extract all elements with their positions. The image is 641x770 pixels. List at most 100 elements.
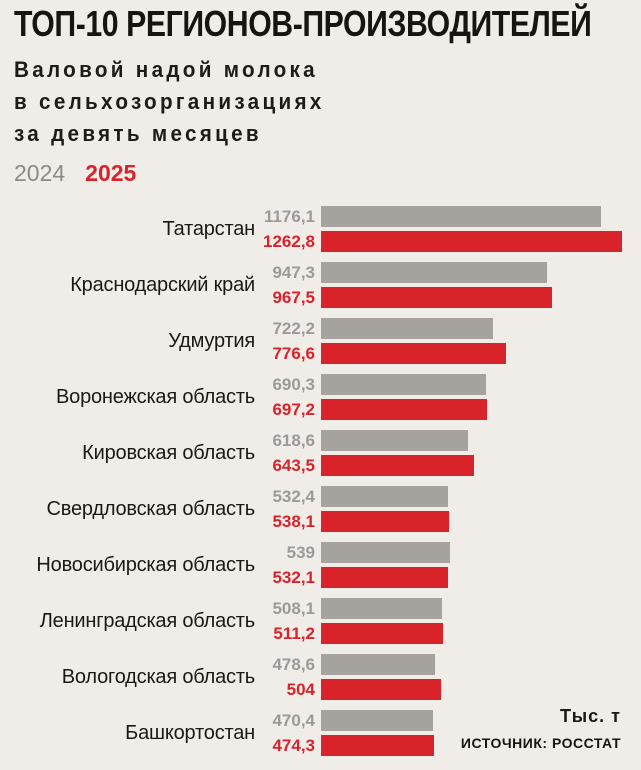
- bar-lines: 722,2 776,6: [255, 318, 641, 364]
- bar-line-2024: 539: [255, 542, 641, 563]
- value-2025: 504: [286, 680, 315, 699]
- value-2024: 618,6: [272, 431, 315, 450]
- bar-lines: 539 532,1: [255, 542, 641, 588]
- bar-2025: [321, 231, 622, 252]
- bar-line-2025: 532,1: [255, 567, 641, 588]
- bar-2025: [321, 287, 552, 308]
- bar-2024: [321, 374, 486, 395]
- value-2025: 967,5: [272, 288, 315, 307]
- bar-group: Свердловская область 532,4 538,1: [0, 486, 641, 532]
- region-label: Краснодарский край: [70, 273, 255, 296]
- bar-line-2025: 1262,8: [255, 231, 641, 252]
- value-2024: 1176,1: [263, 207, 315, 226]
- value-2024: 478,6: [272, 655, 315, 674]
- region-label: Свердловская область: [46, 497, 256, 520]
- bar-2024: [321, 486, 448, 507]
- value-2025: 643,5: [272, 456, 315, 475]
- value-2024: 539: [286, 543, 315, 562]
- bar-2024: [321, 710, 434, 731]
- bar-lines: 508,1 511,2: [255, 598, 641, 644]
- bar-2024: [321, 598, 443, 619]
- value-2024: 722,2: [272, 319, 315, 338]
- bar-line-2025: 697,2: [255, 399, 641, 420]
- page-title: ТОП-10 РЕГИОНОВ-ПРОИЗВОДИТЕЛЕЙ: [14, 3, 592, 44]
- bar-group: Татарстан 1176,1 1262,8: [0, 206, 641, 252]
- bar-group: Вологодская область 478,6 504: [0, 654, 641, 700]
- bar-2024: [321, 262, 547, 283]
- bar-2024: [321, 206, 602, 227]
- value-2025: 474,3: [272, 736, 315, 755]
- subtitle-line-3: за девять месяцев: [14, 121, 262, 146]
- bar-2024: [321, 654, 436, 675]
- region-label: Удмуртия: [168, 329, 255, 352]
- value-2025: 511,2: [273, 624, 315, 643]
- region-label: Вологодская область: [61, 665, 255, 688]
- bar-line-2024: 722,2: [255, 318, 641, 339]
- bar-line-2024: 478,6: [255, 654, 641, 675]
- value-2025: 1262,8: [263, 232, 315, 251]
- value-2025: 532,1: [272, 568, 315, 587]
- region-label: Ленинградская область: [39, 609, 255, 632]
- legend-item-2024: 2024: [14, 160, 66, 186]
- bar-line-2025: 504: [255, 679, 641, 700]
- bar-group: Кировская область 618,6 643,5: [0, 430, 641, 476]
- bar-line-2025: 511,2: [255, 623, 641, 644]
- bar-line-2025: 643,5: [255, 455, 641, 476]
- bar-group: Башкортостан 470,4 474,3: [0, 710, 641, 756]
- region-label: Кировская область: [82, 441, 255, 464]
- bar-2024: [321, 318, 494, 339]
- region-label: Новосибирская область: [36, 553, 255, 576]
- subtitle-line-2: в сельхозорганизациях: [14, 89, 325, 114]
- value-2024: 508,1: [272, 599, 315, 618]
- bar-line-2024: 947,3: [255, 262, 641, 283]
- bar-2025: [321, 679, 442, 700]
- source-label: ИСТОЧНИК: РОССТАТ: [460, 735, 621, 751]
- bar-2025: [321, 455, 475, 476]
- value-2024: 532,4: [272, 487, 315, 506]
- bar-2024: [321, 430, 469, 451]
- bar-line-2024: 618,6: [255, 430, 641, 451]
- bar-line-2024: 508,1: [255, 598, 641, 619]
- bar-chart: Татарстан 1176,1 1262,8 Краснодарский кр…: [0, 206, 641, 766]
- bar-2025: [321, 735, 435, 756]
- bar-lines: 478,6 504: [255, 654, 641, 700]
- bar-lines: 470,4 474,3: [255, 710, 641, 756]
- bar-2025: [321, 511, 450, 532]
- bar-2025: [321, 399, 488, 420]
- bar-lines: 690,3 697,2: [255, 374, 641, 420]
- bar-group: Ленинградская область 508,1 511,2: [0, 598, 641, 644]
- bar-group: Удмуртия 722,2 776,6: [0, 318, 641, 364]
- bar-line-2024: 1176,1: [255, 206, 641, 227]
- bar-2025: [321, 343, 507, 364]
- bar-group: Краснодарский край 947,3 967,5: [0, 262, 641, 308]
- value-2025: 538,1: [272, 512, 315, 531]
- bar-line-2024: 532,4: [255, 486, 641, 507]
- value-2025: 776,6: [272, 344, 315, 363]
- value-2024: 690,3: [272, 375, 315, 394]
- bar-line-2025: 474,3: [255, 735, 641, 756]
- subtitle-line-1: Валовой надой молока: [14, 57, 318, 82]
- region-label: Татарстан: [162, 217, 256, 240]
- bar-lines: 532,4 538,1: [255, 486, 641, 532]
- bar-lines: 947,3 967,5: [255, 262, 641, 308]
- bar-line-2025: 967,5: [255, 287, 641, 308]
- bar-line-2024: 690,3: [255, 374, 641, 395]
- bar-line-2024: 470,4: [255, 710, 641, 731]
- bar-2024: [321, 542, 450, 563]
- bar-2025: [321, 623, 443, 644]
- region-label: Воронежская область: [56, 385, 255, 408]
- units-label: Тыс. т: [560, 706, 621, 726]
- value-2025: 697,2: [272, 400, 315, 419]
- bar-lines: 1176,1 1262,8: [255, 206, 641, 252]
- bar-group: Новосибирская область 539 532,1: [0, 542, 641, 588]
- region-label: Башкортостан: [125, 721, 255, 744]
- bar-2025: [321, 567, 448, 588]
- legend: 2024 2025: [14, 160, 136, 186]
- bar-group: Воронежская область 690,3 697,2: [0, 374, 641, 420]
- value-2024: 470,4: [272, 711, 315, 730]
- bar-lines: 618,6 643,5: [255, 430, 641, 476]
- legend-item-2025: 2025: [85, 160, 137, 186]
- bar-line-2025: 538,1: [255, 511, 641, 532]
- value-2024: 947,3: [272, 263, 315, 282]
